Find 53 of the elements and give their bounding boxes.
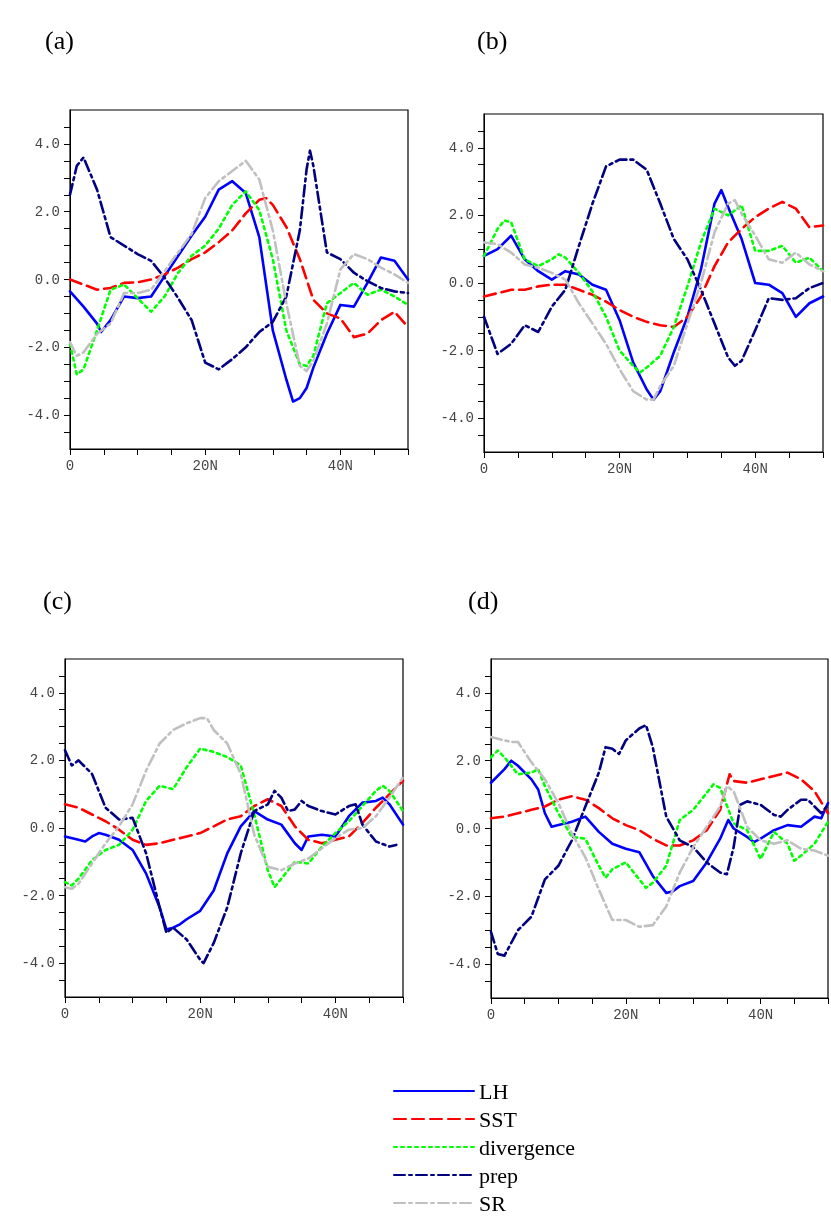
y-tick-label: 2.0 <box>448 207 474 224</box>
line-series <box>482 203 825 374</box>
y-tick-label: 2.0 <box>455 752 481 769</box>
y-tick-label: -2.0 <box>440 342 474 359</box>
chart-title: (b) <box>477 25 508 55</box>
y-tick-label: -2.0 <box>447 888 481 905</box>
line-series <box>68 190 410 376</box>
x-tick-label: 20N <box>606 461 633 477</box>
y-tick-label: 0.0 <box>29 820 55 836</box>
line-series <box>63 748 398 965</box>
x-tick-label: 0 <box>486 1007 496 1023</box>
x-tick-label: 0 <box>65 458 75 474</box>
x-tick-label: 0 <box>479 461 489 477</box>
chart-title: (c) <box>43 585 72 615</box>
y-tick-label: -4.0 <box>447 956 481 973</box>
y-tick-label: 4.0 <box>34 135 60 152</box>
y-tick-label: -2.0 <box>21 887 55 904</box>
legend-label: SR <box>479 1190 507 1216</box>
y-tick-label: -4.0 <box>440 410 474 427</box>
y-tick-label: 0.0 <box>455 820 481 837</box>
y-tick-label: 4.0 <box>455 684 481 701</box>
legend-label: divergence <box>479 1134 576 1160</box>
y-tick-label: -4.0 <box>21 955 55 972</box>
y-tick-label: 4.0 <box>448 139 474 156</box>
line-series <box>489 735 830 929</box>
y-tick-label: 4.0 <box>29 684 55 701</box>
legend-label: prep <box>479 1162 519 1188</box>
x-tick-label: 40N <box>327 458 354 474</box>
chart-title: (a) <box>45 25 74 55</box>
x-tick-label: 40N <box>742 461 768 477</box>
line-series <box>489 723 830 957</box>
x-tick-label: 40N <box>747 1007 774 1023</box>
line-series <box>489 771 830 847</box>
line-series <box>482 158 825 368</box>
legend-label: SST <box>479 1106 518 1132</box>
chart-title: (d) <box>468 585 499 615</box>
line-series <box>63 779 405 847</box>
line-series <box>68 179 410 403</box>
x-tick-label: 20N <box>613 1007 639 1023</box>
y-tick-label: 0.0 <box>448 275 474 291</box>
line-series <box>63 747 405 889</box>
x-tick-label: 20N <box>192 458 218 474</box>
y-tick-label: 2.0 <box>29 752 55 769</box>
x-tick-label: 40N <box>322 1006 349 1022</box>
y-tick-label: -2.0 <box>26 339 60 356</box>
line-series <box>63 716 405 891</box>
y-tick-label: 2.0 <box>34 203 60 220</box>
legend-label: LH <box>479 1078 509 1104</box>
x-tick-label: 0 <box>60 1006 70 1022</box>
y-tick-label: -4.0 <box>26 407 60 424</box>
y-tick-label: 0.0 <box>34 271 60 288</box>
x-tick-label: 20N <box>187 1006 213 1022</box>
line-series <box>482 200 825 329</box>
